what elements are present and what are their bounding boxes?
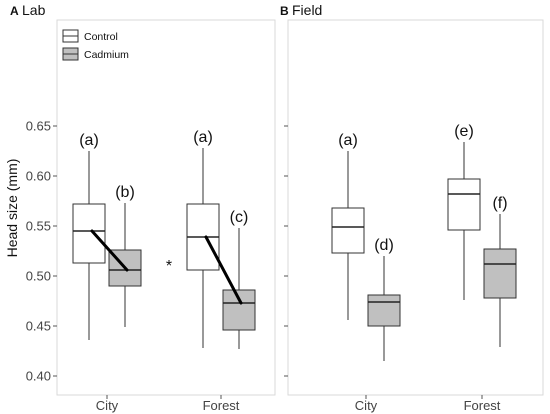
significance-letter: (c) xyxy=(230,209,249,226)
panel-letter: B xyxy=(280,4,289,18)
box-forest-control: (a) xyxy=(186,129,220,348)
panel-b: B Field City Forest (a) (d) (e) (f) xyxy=(280,2,517,413)
significance-letter: (b) xyxy=(115,184,135,201)
x-tick-label: Forest xyxy=(464,398,501,413)
significance-letter: (d) xyxy=(374,237,394,254)
box-iqr xyxy=(72,203,106,264)
box-iqr xyxy=(222,289,256,331)
y-tick-label: 0.50 xyxy=(26,269,51,284)
box-forest-cadmium: (f) xyxy=(483,195,517,347)
x-tick-label: City xyxy=(96,398,119,413)
panel-title: Lab xyxy=(22,2,46,18)
y-tick-label: 0.60 xyxy=(26,169,51,184)
y-tick-label: 0.45 xyxy=(26,319,51,334)
y-tick-label: 0.55 xyxy=(26,219,51,234)
y-tick-label: 0.40 xyxy=(26,369,51,384)
significance-letter: (e) xyxy=(454,123,474,140)
box-city-control: (a) xyxy=(72,132,106,340)
legend: Control Cadmium xyxy=(58,26,136,68)
significance-letter: (a) xyxy=(193,129,213,146)
significance-asterisk: * xyxy=(166,258,172,275)
reaction-norm-line xyxy=(204,235,243,305)
y-tick-label: 0.65 xyxy=(26,119,51,134)
box-city-cadmium: (d) xyxy=(367,237,401,361)
significance-letter: (a) xyxy=(338,132,358,149)
y-axis-title: Head size (mm) xyxy=(4,159,20,258)
box-iqr xyxy=(483,248,517,299)
box-iqr xyxy=(367,294,401,327)
panel-a: A Lab City Forest (a) (b) (a) (c) * xyxy=(10,2,256,413)
legend-label: Cadmium xyxy=(84,49,129,61)
x-tick-label: Forest xyxy=(203,398,240,413)
panel-title: Field xyxy=(292,2,322,18)
significance-letter: (f) xyxy=(492,195,507,212)
box-iqr xyxy=(331,207,365,254)
box-forest-cadmium: (c) xyxy=(222,209,256,349)
panel-letter: A xyxy=(10,4,19,18)
reaction-norm-line xyxy=(90,229,129,272)
legend-label: Control xyxy=(84,31,118,43)
box-city-control: (a) xyxy=(331,132,365,320)
significance-letter: (a) xyxy=(79,132,99,149)
box-forest-control: (e) xyxy=(447,123,481,300)
legend-item-cadmium: Cadmium xyxy=(62,47,129,61)
legend-item-control: Control xyxy=(62,29,118,43)
box-iqr xyxy=(447,178,481,231)
x-tick-label: City xyxy=(355,398,378,413)
